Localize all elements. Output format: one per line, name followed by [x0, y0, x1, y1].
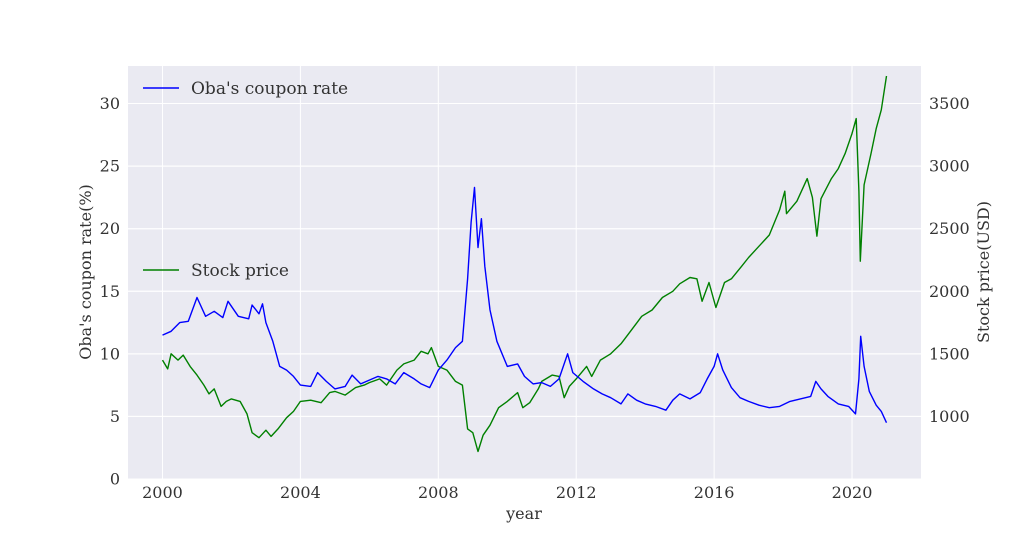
right-y-tick-label: 1000 — [929, 407, 970, 426]
x-tick-labels: 2000 2004 2008 2012 2016 2020 — [142, 483, 872, 502]
left-y-tick-label: 20 — [100, 219, 120, 238]
stock-price-line — [161, 75, 888, 453]
x-tick-label: 2008 — [418, 483, 459, 502]
x-tick-label: 2012 — [556, 483, 597, 502]
right-y-axis-title: Stock price(USD) — [974, 201, 993, 343]
right-y-tick-labels: 1000 1500 2000 2500 3000 3500 — [929, 94, 970, 426]
x-tick-label: 2004 — [280, 483, 321, 502]
left-y-tick-label: 30 — [100, 94, 120, 113]
legend-coupon-rate: Oba's coupon rate — [143, 79, 348, 99]
left-y-axis-title: Oba's coupon rate(%) — [76, 184, 95, 360]
right-y-tick-label: 1500 — [929, 344, 970, 363]
grid-lines — [128, 66, 921, 480]
legend-stock-price-label: Stock price — [191, 261, 289, 281]
right-y-tick-label: 3000 — [929, 157, 970, 176]
left-y-tick-label: 0 — [110, 470, 120, 489]
right-y-tick-label: 2500 — [929, 219, 970, 238]
left-y-tick-label: 15 — [100, 282, 120, 301]
right-y-tick-label: 3500 — [929, 94, 970, 113]
x-tick-label: 2020 — [832, 483, 873, 502]
x-tick-label: 2016 — [694, 483, 735, 502]
legend-stock-price: Stock price — [143, 261, 289, 281]
legend-coupon-rate-label: Oba's coupon rate — [191, 79, 348, 99]
x-tick-label: 2000 — [142, 483, 183, 502]
left-y-tick-label: 10 — [100, 344, 120, 363]
plot-area — [128, 66, 921, 479]
series-layer — [161, 75, 888, 453]
left-y-tick-label: 5 — [110, 407, 120, 426]
left-y-tick-labels: 0 5 10 15 20 25 30 — [100, 94, 120, 488]
x-axis-title: year — [505, 504, 542, 523]
coupon-rate-line — [162, 186, 888, 423]
right-y-tick-label: 2000 — [929, 282, 970, 301]
left-y-tick-label: 25 — [100, 157, 120, 176]
